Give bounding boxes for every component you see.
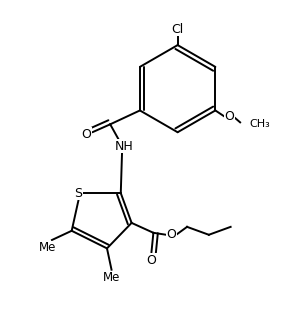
Text: Me: Me [103,271,120,284]
Text: NH: NH [115,140,134,153]
Text: O: O [147,254,156,267]
Text: CH₃: CH₃ [249,119,270,129]
Text: S: S [74,187,82,200]
Text: Me: Me [39,241,57,254]
Text: O: O [166,228,176,241]
Text: O: O [224,110,234,123]
Text: Cl: Cl [171,23,184,36]
Text: O: O [82,128,91,141]
